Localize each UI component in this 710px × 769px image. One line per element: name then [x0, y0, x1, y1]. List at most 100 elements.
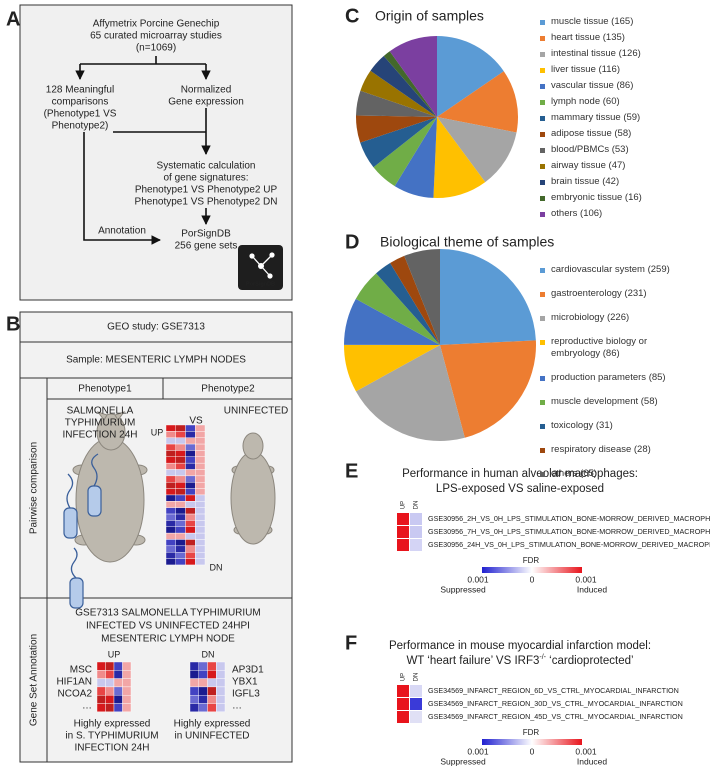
pie-slice: [440, 340, 536, 438]
label: …: [232, 701, 242, 712]
heatmap-cell: [195, 539, 206, 547]
heatmap-cell: [175, 482, 186, 489]
colorbar: [482, 567, 582, 573]
heatmap-cell: [397, 526, 409, 538]
pie-slice: [344, 298, 440, 345]
pie-slice: [356, 115, 437, 143]
legend-label: production parameters (85): [551, 372, 666, 383]
heatmap-cell: [207, 703, 217, 713]
heatmap-cell: [207, 695, 217, 704]
colorbar-high: Induced: [577, 756, 608, 766]
legend-item: airway tissue (47): [540, 160, 695, 172]
label: Systematic calculation: [157, 161, 256, 172]
chart-title: Biological theme of samples: [380, 234, 554, 250]
heatmap-cell: [195, 450, 206, 458]
label: MSC: [70, 665, 92, 676]
column-label: DN: [414, 673, 420, 682]
heatmap-cell: [165, 482, 176, 489]
heatmap-cell: [175, 558, 186, 566]
legend-swatch: [540, 99, 545, 105]
example-heatmaps: [96, 424, 226, 713]
heatmap-cell: [185, 532, 196, 540]
heatmap-cell: [113, 678, 123, 688]
heatmap-cell: [185, 507, 196, 515]
colorbar: [482, 739, 582, 745]
heatmap-cell: [189, 686, 199, 696]
heatmap-cell: [207, 678, 217, 688]
heatmap-cell: [185, 552, 196, 559]
heatmap-cell: [105, 678, 115, 688]
heatmap-cell: [122, 670, 132, 679]
heatmap-cell: [410, 526, 422, 538]
heatmap-cell: [105, 670, 115, 679]
panel-label: D: [345, 231, 359, 253]
label: YBX1: [232, 677, 258, 688]
heatmap-cell: [113, 686, 123, 696]
title-part: -/-: [539, 654, 546, 661]
pie-slice: [383, 51, 437, 117]
pie-slice: [373, 117, 437, 187]
label: Highly expressed: [74, 719, 151, 730]
legend-swatch: [540, 67, 545, 73]
heatmap-cell: [410, 685, 422, 697]
legend-swatch: [540, 339, 545, 345]
legend-item: mammary tissue (59): [540, 112, 695, 124]
heatmap-cell: [198, 661, 208, 671]
pie-slice: [360, 70, 437, 117]
label: IGFL3: [232, 689, 260, 700]
heatmap-cell: [175, 462, 186, 470]
heatmap-cell: [195, 482, 206, 489]
legend-label: cardiovascular system (259): [551, 264, 670, 275]
label: Affymetrix Porcine Genechip: [93, 19, 220, 30]
pie-slice: [437, 36, 504, 117]
row-label: GSE34569_INFARCT_REGION_45D_VS_CTRL_MYOC…: [428, 712, 683, 721]
legend: cardiovascular system (259) gastroenterol…: [540, 264, 695, 492]
legend-swatch: [540, 471, 545, 477]
heatmap-cell: [175, 424, 186, 432]
colorbar-tick: 0.001: [467, 574, 489, 584]
heatmap-cell: [195, 475, 206, 483]
label: NCOA2: [58, 689, 93, 700]
heatmap-cell: [195, 507, 206, 515]
legend-label: liver tissue (116): [551, 64, 620, 75]
pie-slice: [355, 273, 440, 345]
legend-label: respiratory disease (28): [551, 444, 651, 455]
legend-label: others (65): [551, 468, 597, 479]
heatmap-cell: [122, 678, 132, 688]
heatmap-cell: [185, 494, 196, 502]
heatmap-cell: [165, 532, 176, 540]
colorbar-tick: 0.001: [467, 746, 489, 756]
heatmap-cell: [105, 703, 115, 713]
legend-item: heart tissue (135): [540, 32, 695, 44]
legend-label: blood/PBMCs (53): [551, 144, 629, 155]
heatmap-cell: [165, 507, 176, 515]
heatmap-cell: [165, 469, 176, 477]
heatmap-cell: [96, 686, 106, 696]
row-label: GSE30956_7H_VS_0H_LPS_STIMULATION_BONE-M…: [428, 527, 710, 536]
pie-slice: [360, 117, 437, 168]
label: UP: [151, 427, 164, 437]
pie-slice: [440, 249, 536, 345]
heatmap-cell: [175, 507, 186, 515]
heatmap-cell: [198, 678, 208, 688]
pie-slice: [356, 90, 437, 117]
label: TYPHIMURIUM: [65, 418, 136, 429]
heatmap-cell: [185, 482, 196, 489]
colorbar-tick: 0: [530, 574, 535, 584]
pie-slice: [433, 117, 486, 198]
legend-item: blood/PBMCs (53): [540, 144, 695, 156]
pie-slice: [394, 117, 437, 198]
label: in UNINFECTED: [174, 731, 249, 742]
heatmap-cell: [397, 698, 409, 710]
heatmap-cell: [165, 424, 176, 432]
heatmap-cell: [195, 526, 206, 534]
heatmap-cell: [195, 520, 206, 527]
heatmap-cell: [185, 539, 196, 547]
legend-item: microbiology (226): [540, 312, 695, 324]
heatmap-cell: [175, 513, 186, 521]
label: GEO study: GSE7313: [107, 322, 205, 333]
column-label: UP: [401, 501, 407, 509]
pie-slice: [370, 55, 437, 117]
